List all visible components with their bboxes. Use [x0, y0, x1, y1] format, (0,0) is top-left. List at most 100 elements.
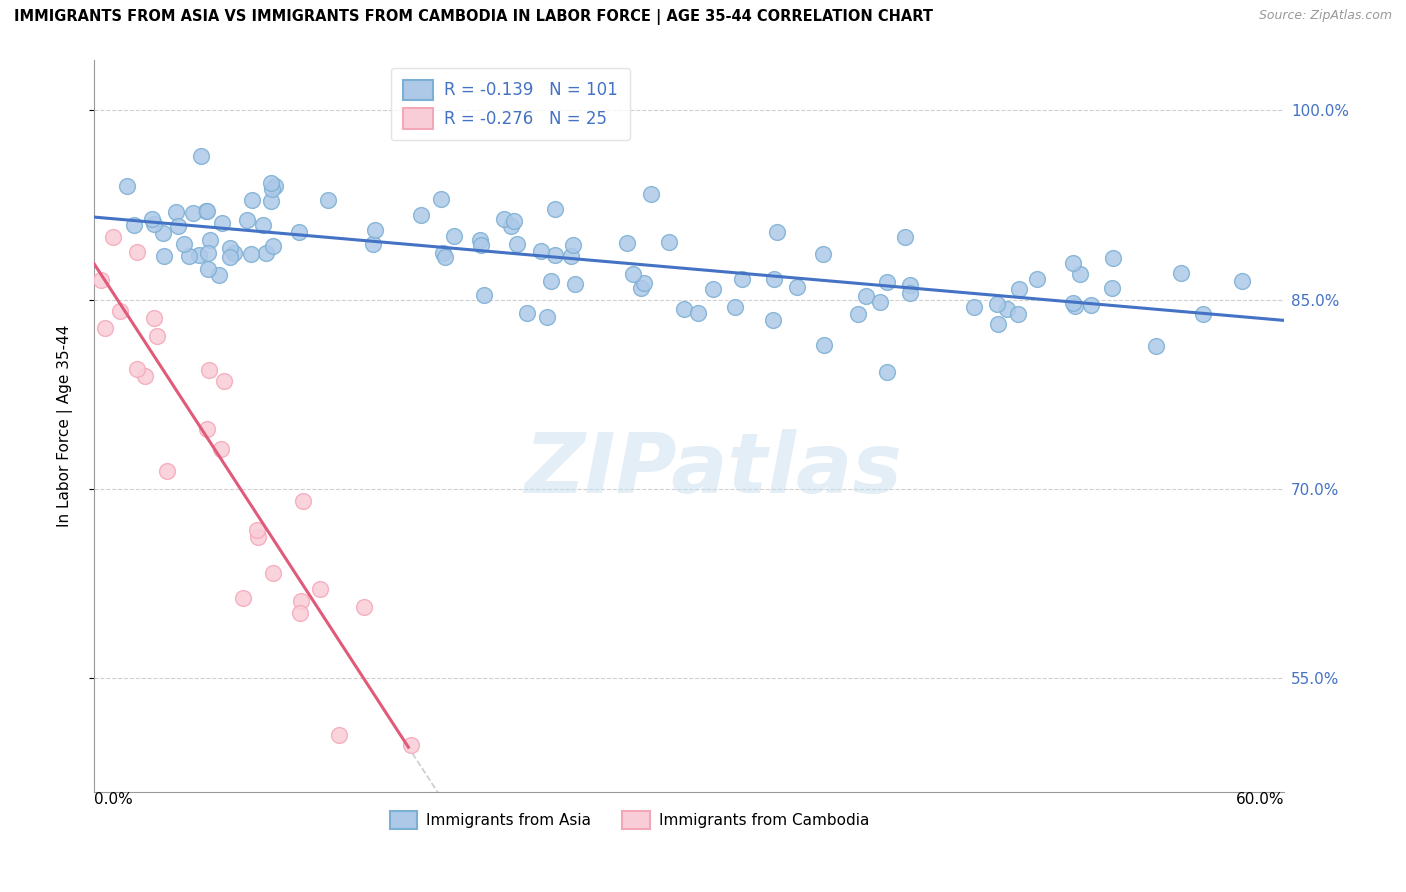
Point — [240, 246, 263, 260]
Point — [291, 494, 314, 508]
Point — [963, 300, 986, 314]
Point — [1062, 256, 1084, 270]
Point — [152, 249, 174, 263]
Point — [108, 304, 131, 318]
Point — [501, 219, 523, 233]
Point — [506, 236, 529, 251]
Point — [536, 310, 558, 324]
Point — [561, 237, 583, 252]
Point — [1230, 275, 1253, 289]
Point — [503, 213, 526, 227]
Point — [218, 241, 240, 255]
Point — [986, 297, 1008, 311]
Point — [869, 295, 891, 310]
Point — [167, 219, 190, 234]
Point — [197, 262, 219, 277]
Point — [786, 280, 808, 294]
Point — [232, 591, 254, 606]
Point — [762, 271, 785, 285]
Point — [177, 249, 200, 263]
Text: ZIPatlas: ZIPatlas — [524, 429, 901, 510]
Point — [247, 530, 270, 544]
Y-axis label: In Labor Force | Age 35-44: In Labor Force | Age 35-44 — [58, 325, 73, 527]
Point — [855, 289, 877, 303]
Point — [621, 267, 644, 281]
Point — [263, 178, 285, 193]
Point — [564, 277, 586, 292]
Point — [898, 278, 921, 293]
Point — [122, 219, 145, 233]
Point — [195, 203, 218, 218]
Point — [995, 302, 1018, 317]
Point — [288, 225, 311, 239]
Point — [224, 245, 246, 260]
Point — [254, 246, 277, 260]
Point — [260, 181, 283, 195]
Point — [470, 238, 492, 252]
Point — [616, 235, 638, 250]
Point — [876, 275, 898, 289]
Point — [544, 248, 567, 262]
Point — [813, 337, 835, 351]
Point — [633, 276, 655, 290]
Point — [195, 421, 218, 435]
Point — [540, 274, 562, 288]
Point — [1026, 272, 1049, 286]
Point — [208, 268, 231, 282]
Point — [188, 248, 211, 262]
Point — [90, 272, 112, 286]
Point — [316, 193, 339, 207]
Point — [1191, 307, 1213, 321]
Point — [125, 244, 148, 259]
Point — [195, 204, 218, 219]
Point — [516, 306, 538, 320]
Point — [209, 442, 232, 456]
Point — [811, 247, 834, 261]
Point — [894, 230, 917, 244]
Text: 60.0%: 60.0% — [1236, 792, 1284, 807]
Point — [173, 237, 195, 252]
Point — [530, 244, 553, 258]
Point — [846, 307, 869, 321]
Point — [399, 738, 422, 752]
Point — [290, 594, 312, 608]
Point — [1080, 298, 1102, 312]
Point — [724, 300, 747, 314]
Point — [443, 229, 465, 244]
Point — [134, 369, 156, 384]
Point — [288, 606, 311, 620]
Point — [1062, 296, 1084, 310]
Point — [361, 237, 384, 252]
Point — [309, 582, 332, 597]
Point — [411, 208, 433, 222]
Point — [156, 464, 179, 478]
Point — [94, 320, 117, 334]
Point — [141, 212, 163, 227]
Point — [1064, 299, 1087, 313]
Point — [544, 202, 567, 216]
Point — [494, 211, 516, 226]
Point — [1102, 252, 1125, 266]
Point — [212, 375, 235, 389]
Point — [702, 282, 724, 296]
Point — [364, 223, 387, 237]
Point — [686, 306, 709, 320]
Point — [432, 246, 454, 260]
Point — [1170, 266, 1192, 280]
Point — [240, 193, 263, 207]
Point — [900, 286, 922, 301]
Point — [468, 233, 491, 247]
Point — [252, 218, 274, 232]
Point — [262, 566, 284, 581]
Text: Source: ZipAtlas.com: Source: ZipAtlas.com — [1258, 9, 1392, 22]
Point — [197, 362, 219, 376]
Point — [198, 234, 221, 248]
Point — [181, 206, 204, 220]
Point — [1007, 307, 1029, 321]
Point — [1101, 281, 1123, 295]
Point — [472, 288, 495, 302]
Point — [353, 600, 375, 615]
Point — [672, 301, 695, 316]
Point — [630, 281, 652, 295]
Point — [142, 217, 165, 231]
